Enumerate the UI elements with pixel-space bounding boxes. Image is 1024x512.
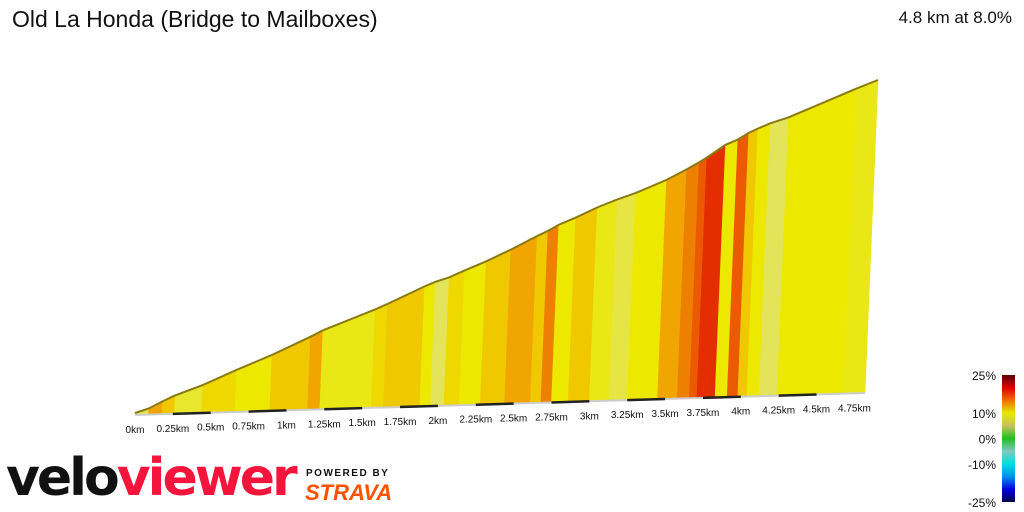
- powered-by-label: POWERED BY: [306, 468, 390, 479]
- baseline-dash: [778, 393, 817, 397]
- gradient-band: [269, 336, 311, 412]
- x-tick-label: 1.25km: [308, 419, 341, 430]
- baseline-dash: [702, 395, 741, 400]
- x-tick-label: 4.5km: [803, 404, 830, 415]
- baseline-dash: [475, 402, 514, 406]
- baseline-dash: [627, 397, 666, 402]
- x-tick-label: 0.5km: [197, 423, 224, 434]
- strava-logo: STRAVA: [305, 480, 393, 505]
- grade-color-legend: [1002, 375, 1015, 502]
- legend-label: 10%: [972, 407, 996, 421]
- segment-summary: 4.8 km at 8.0%: [898, 8, 1012, 27]
- x-tick-label: 3.5km: [651, 409, 678, 420]
- legend-label: -10%: [968, 458, 996, 472]
- baseline-dash: [248, 409, 287, 413]
- gradient-band: [201, 369, 237, 414]
- x-tick-label: 3.75km: [687, 408, 720, 419]
- x-tick-label: 2.25km: [459, 415, 492, 426]
- x-tick-label: 4km: [731, 407, 750, 418]
- x-tick-label: 4.75km: [838, 403, 871, 414]
- x-tick-label: 4.25km: [762, 406, 795, 417]
- baseline-dash: [400, 404, 438, 409]
- x-tick-label: 2km: [428, 416, 447, 427]
- x-tick-label: 0.75km: [232, 422, 265, 433]
- legend-label: -25%: [968, 496, 996, 510]
- gradient-band: [383, 285, 425, 408]
- baseline-dash: [172, 411, 211, 416]
- x-tick-label: 2.75km: [535, 412, 568, 423]
- x-tick-label: 1km: [277, 420, 296, 431]
- x-tick-label: 0.25km: [156, 424, 189, 435]
- x-tick-label: 3.25km: [611, 410, 644, 421]
- gradient-band: [319, 308, 376, 410]
- x-tick-label: 0km: [126, 425, 145, 436]
- x-tick-label: 2.5km: [500, 414, 527, 425]
- x-tick-label: 3km: [580, 411, 599, 422]
- segment-title: Old La Honda (Bridge to Mailboxes): [12, 6, 378, 32]
- profile-top-edge: [134, 79, 879, 414]
- x-tick-label: 1.75km: [384, 417, 417, 428]
- legend-label: 25%: [972, 369, 996, 383]
- gradient-band: [776, 88, 857, 396]
- x-tick-label: 1.5km: [349, 418, 376, 429]
- baseline-dash: [324, 406, 363, 411]
- veloviewer-logo: veloviewer: [6, 448, 298, 508]
- baseline-dash: [551, 400, 590, 404]
- legend-label: 0%: [979, 433, 997, 447]
